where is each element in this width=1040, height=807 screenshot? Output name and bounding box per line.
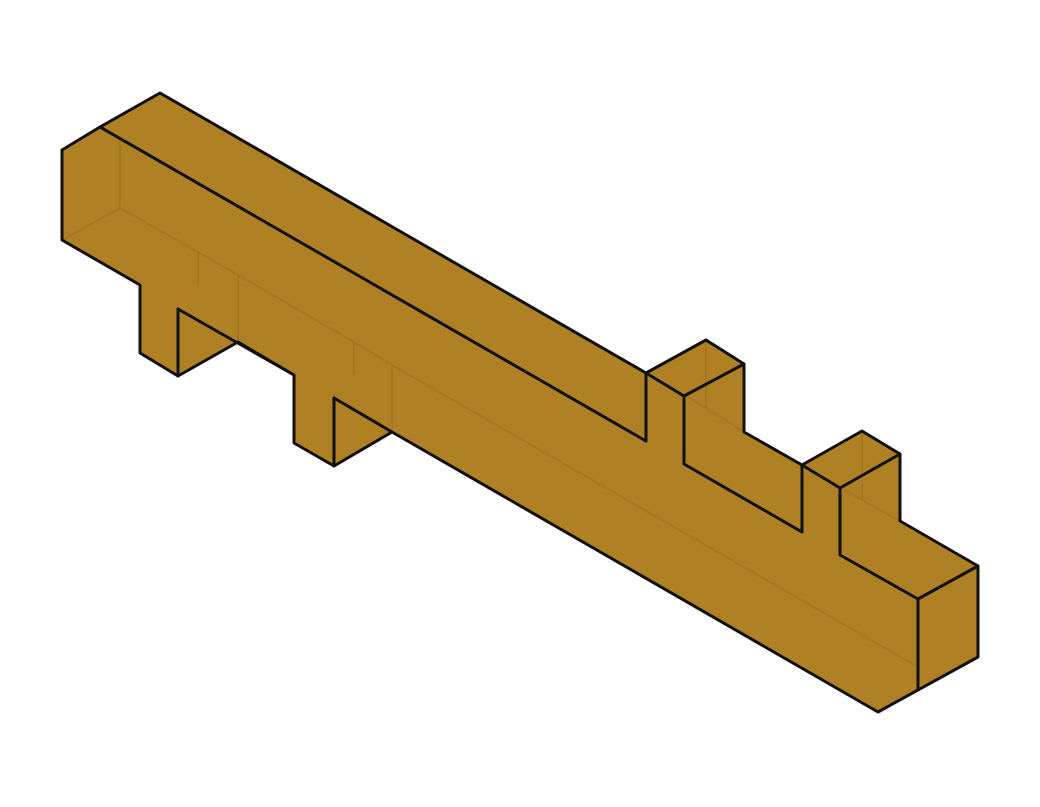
bottom-prong-edge — [332, 396, 394, 434]
hidden-edge — [353, 341, 919, 668]
top-ridge-edge — [98, 125, 648, 443]
prong-edge — [682, 394, 804, 534]
bottom-prong-edge — [176, 307, 296, 377]
visible-edges — [60, 91, 980, 714]
piece-body — [62, 93, 978, 712]
hidden-edge — [197, 251, 355, 375]
hidden-edge — [119, 140, 199, 285]
hidden-edges — [61, 140, 919, 668]
outline-edge — [60, 91, 980, 714]
prong-edge — [838, 486, 980, 601]
hidden-edge — [61, 207, 121, 241]
